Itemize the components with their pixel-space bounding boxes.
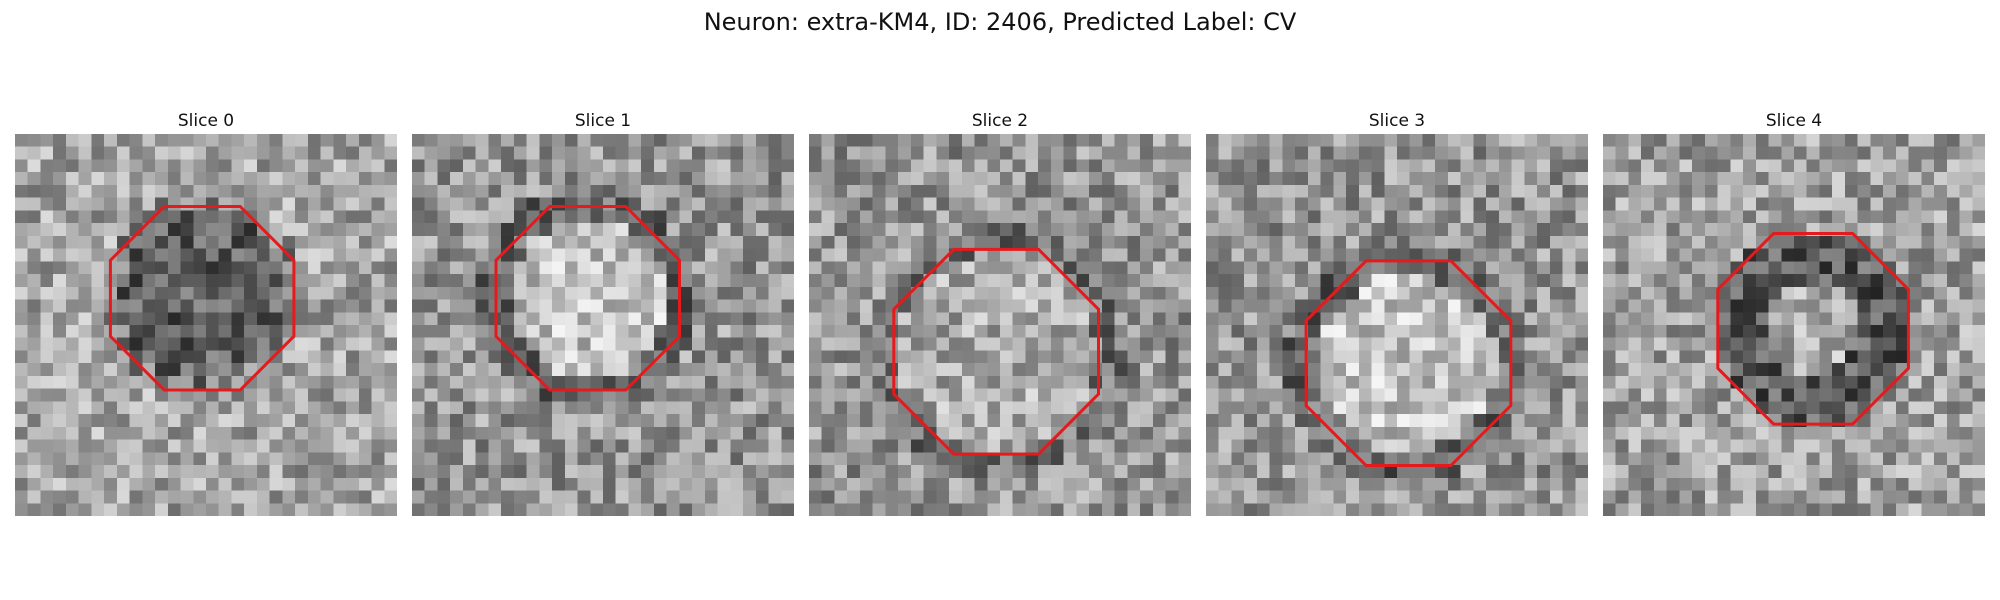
slice-image-0 bbox=[15, 134, 397, 516]
grayscale-microscopy-slice-icon bbox=[412, 134, 794, 516]
segmentation-outline bbox=[494, 205, 681, 392]
slice-image-2 bbox=[809, 134, 1191, 516]
slice-title-3: Slice 3 bbox=[1368, 111, 1426, 131]
segmentation-outline bbox=[1716, 232, 1910, 426]
slice-title-0: Slice 0 bbox=[177, 111, 235, 131]
slice-panel-3: Slice 3 bbox=[1206, 108, 1588, 516]
slice-image-1 bbox=[412, 134, 794, 516]
slice-title-1: Slice 1 bbox=[574, 111, 632, 131]
segmentation-outline bbox=[108, 205, 296, 392]
slice-panel-1: Slice 1 bbox=[412, 108, 794, 516]
figure-title: Neuron: extra-KM4, ID: 2406, Predicted L… bbox=[703, 8, 1297, 36]
slice-panel-2: Slice 2 bbox=[809, 108, 1191, 516]
slice-image-3 bbox=[1206, 134, 1588, 516]
slice-panel-4: Slice 4 bbox=[1603, 108, 1985, 516]
segmentation-outline bbox=[1304, 259, 1513, 467]
slice-title-4: Slice 4 bbox=[1765, 111, 1823, 131]
slice-image-4 bbox=[1603, 134, 1985, 516]
slice-title-2: Slice 2 bbox=[971, 111, 1029, 131]
slice-panel-0: Slice 0 bbox=[15, 108, 397, 516]
grayscale-microscopy-slice-icon bbox=[809, 134, 1191, 516]
segmentation-outline bbox=[892, 247, 1100, 456]
grayscale-microscopy-slice-icon bbox=[1206, 134, 1588, 516]
